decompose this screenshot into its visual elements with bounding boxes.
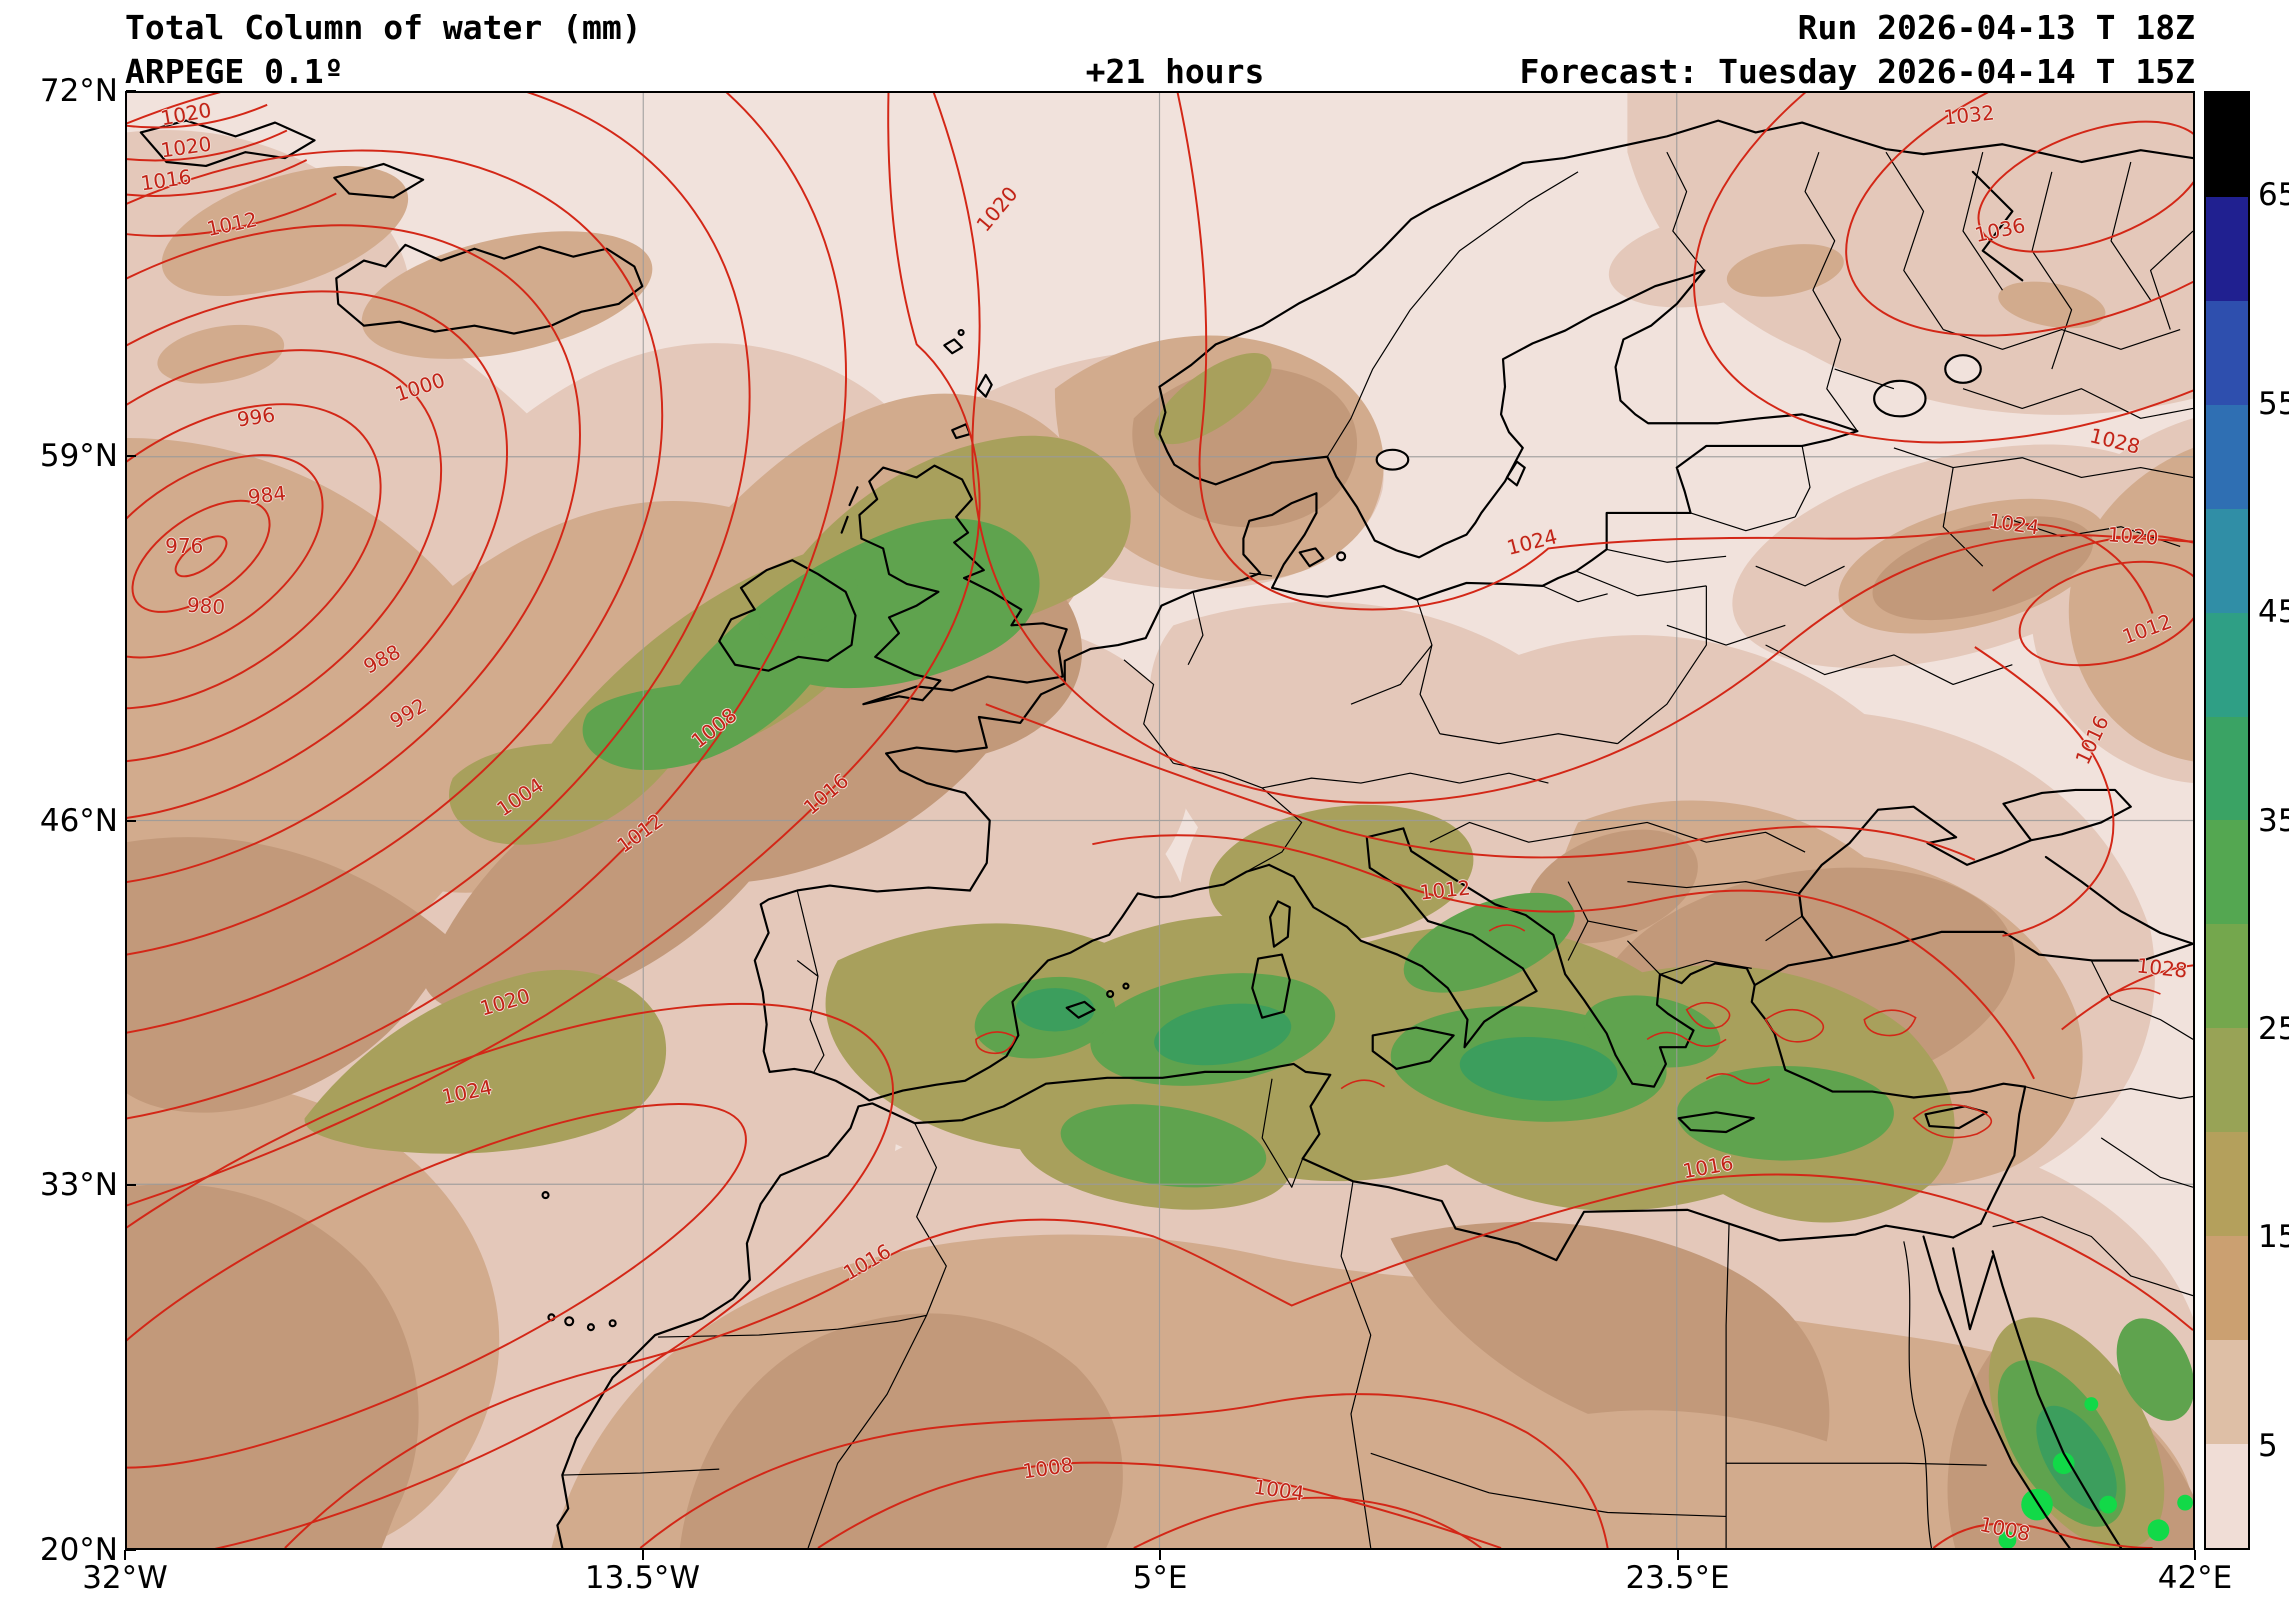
lat-tick-label: 72°N — [39, 73, 118, 109]
colorbar-segment — [2206, 508, 2248, 613]
isobar-contours — [127, 93, 2193, 1548]
lon-tickmark — [1676, 1550, 1679, 1560]
isobar-label: 1012 — [1418, 875, 1472, 906]
lon-tick-label: 5°E — [1132, 1560, 1188, 1596]
lat-tick-label: 33°N — [39, 1167, 118, 1204]
isobar-label: 996 — [235, 402, 277, 432]
lon-tickmark — [641, 1550, 644, 1560]
colorbar-segment — [2206, 300, 2248, 405]
isobar-label: 976 — [165, 534, 204, 559]
colorbar — [2204, 91, 2250, 1550]
isobar-label: 1024 — [1987, 508, 2042, 540]
high-pressure-contours — [1693, 93, 2193, 444]
lat-tickmark — [126, 1549, 136, 1551]
ridge-contours — [127, 1002, 894, 1548]
colorbar-segment — [2206, 924, 2248, 1029]
colorbar-tick-label: 55 — [2258, 385, 2289, 422]
lat-tickmark — [126, 454, 136, 457]
lon-tick-label: 32°W — [82, 1560, 168, 1596]
isobar-label: 1004 — [1252, 1474, 1306, 1506]
lat-tickmark — [126, 1184, 136, 1187]
lon-tickmark — [2194, 1550, 2196, 1560]
run-label: Run 2026-04-13 T 18Z — [1797, 8, 2195, 47]
colorbar-tick-label: 45 — [2258, 594, 2289, 631]
map-canvas — [127, 93, 2193, 1548]
field-fills — [127, 93, 2193, 1548]
isobar-label: 1032 — [1942, 100, 1996, 130]
lon-tick-label: 13.5°W — [584, 1560, 701, 1596]
page-title: Total Column of water (mm) — [125, 8, 642, 47]
map-plot-area: 1020 1020 1016 1012 1020 1000 996 984 976 980 988 9… — [125, 91, 2195, 1550]
isobar-label: 980 — [186, 592, 226, 619]
model-label: ARPEGE 0.1º — [125, 52, 344, 91]
colorbar-segment — [2206, 404, 2248, 509]
colorbar-segment — [2206, 93, 2248, 197]
colorbar-tick-label: 65 — [2258, 177, 2289, 214]
colorbar-tick-label: 5 — [2258, 1427, 2278, 1464]
colorbar-segment — [2206, 1028, 2248, 1133]
isobar-label: 984 — [246, 481, 288, 510]
colorbar-segment — [2206, 820, 2248, 925]
lat-tick-label: 20°N — [39, 1532, 118, 1568]
graticule — [127, 93, 2193, 1548]
colorbar-segment — [2206, 1132, 2248, 1237]
country-borders — [562, 151, 2193, 1548]
lead-time-label: +21 hours — [1085, 52, 1265, 91]
isobar-label: 1020 — [2106, 521, 2160, 550]
lat-tickmark — [126, 90, 136, 92]
lon-tickmark — [1159, 1550, 1161, 1560]
colorbar-segment — [2206, 716, 2248, 821]
lat-tick-label: 59°N — [39, 437, 118, 474]
isobar-label: 1028 — [2135, 953, 2189, 983]
isobar-label: 1016 — [139, 164, 194, 196]
low-pressure-contours — [127, 93, 847, 1132]
colorbar-segment — [2206, 1340, 2248, 1444]
colorbar-segment — [2206, 196, 2248, 301]
lon-tickmark — [124, 1550, 126, 1560]
colorbar-segment — [2206, 612, 2248, 717]
colorbar-segment — [2206, 1443, 2248, 1548]
colorbar-segment — [2206, 1236, 2248, 1341]
lat-tick-label: 46°N — [39, 802, 118, 839]
forecast-label: Forecast: Tuesday 2026-04-14 T 15Z — [1519, 52, 2195, 91]
lat-tickmark — [126, 819, 136, 822]
colorbar-tick-label: 25 — [2258, 1010, 2289, 1047]
lon-tick-label: 23.5°E — [1625, 1560, 1730, 1596]
mediterranean-contour-details — [975, 924, 2161, 1139]
lon-tick-label: 42°E — [2157, 1560, 2233, 1596]
colorbar-tick-label: 35 — [2258, 802, 2289, 839]
colorbar-tick-label: 15 — [2258, 1219, 2289, 1256]
